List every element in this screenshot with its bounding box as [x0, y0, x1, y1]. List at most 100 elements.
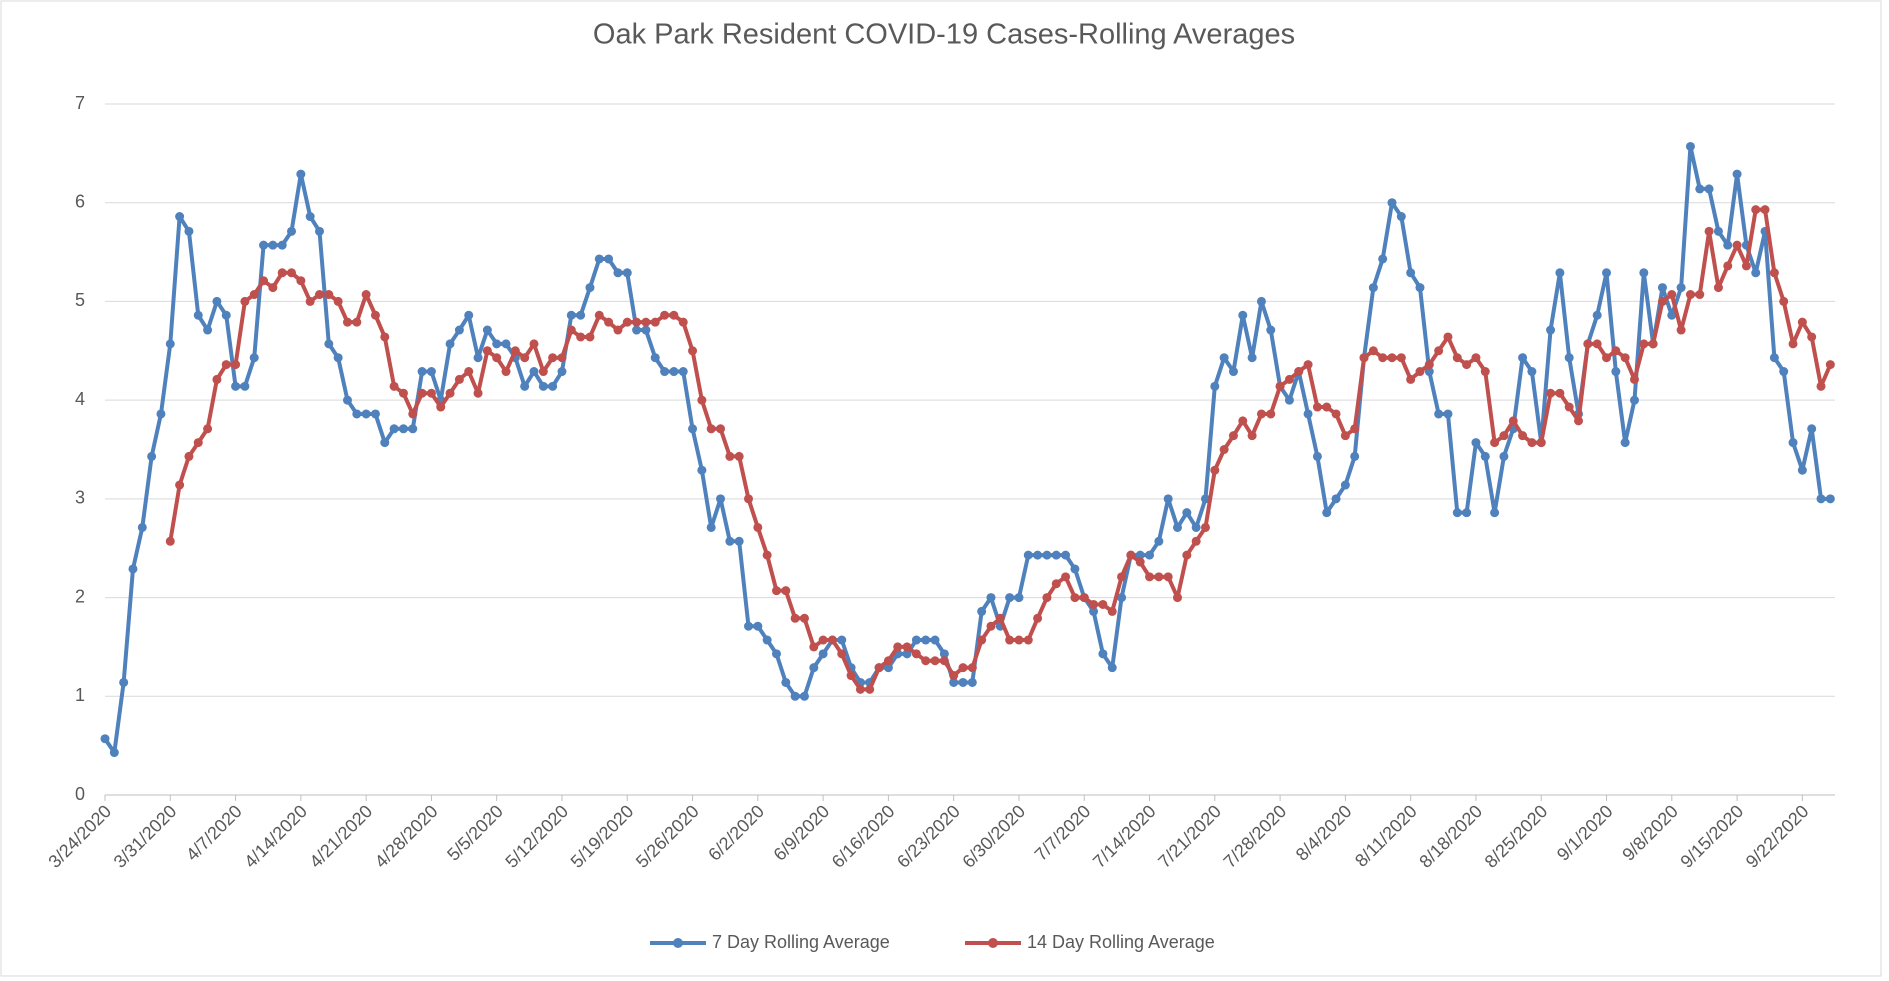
point	[706, 424, 716, 434]
point	[1145, 550, 1155, 560]
point	[799, 613, 809, 623]
point	[883, 656, 893, 666]
point	[1667, 310, 1677, 320]
point	[1238, 416, 1248, 426]
point	[231, 360, 241, 370]
point	[203, 424, 213, 434]
point	[1518, 431, 1528, 441]
point	[1117, 572, 1127, 582]
point	[370, 409, 380, 419]
point	[231, 381, 241, 391]
point	[1163, 572, 1173, 582]
point	[1089, 606, 1099, 616]
point	[1135, 550, 1145, 560]
point	[212, 374, 222, 384]
point	[995, 613, 1005, 623]
point	[482, 325, 492, 335]
legend-marker	[673, 938, 683, 948]
point	[837, 649, 847, 659]
point	[949, 677, 959, 687]
point	[1303, 409, 1313, 419]
point	[874, 663, 884, 673]
point	[1480, 451, 1490, 461]
point	[361, 290, 371, 300]
point	[277, 268, 287, 278]
point	[370, 310, 380, 320]
point	[771, 586, 781, 596]
point	[613, 268, 623, 278]
point	[1051, 579, 1061, 589]
point	[790, 691, 800, 701]
point	[1723, 240, 1733, 250]
point	[445, 388, 455, 398]
point	[538, 381, 548, 391]
point	[660, 367, 670, 377]
point	[1471, 438, 1481, 448]
point	[1685, 290, 1695, 300]
y-tick-label: 4	[75, 389, 85, 409]
point	[1657, 283, 1667, 293]
point	[1303, 360, 1313, 370]
point	[622, 268, 632, 278]
point	[1126, 550, 1136, 560]
point	[911, 635, 921, 645]
point	[296, 169, 306, 179]
point	[1266, 325, 1276, 335]
point	[1247, 431, 1257, 441]
point	[342, 317, 352, 327]
point	[1611, 346, 1621, 356]
point	[1676, 325, 1686, 335]
point	[566, 310, 576, 320]
point	[1089, 599, 1099, 609]
point	[520, 353, 530, 363]
legend-marker	[988, 938, 998, 948]
point	[1490, 438, 1500, 448]
y-tick-label: 6	[75, 191, 85, 211]
point	[902, 642, 912, 652]
point	[1807, 424, 1817, 434]
point	[1741, 261, 1751, 271]
point	[939, 649, 949, 659]
point	[846, 671, 856, 681]
point	[389, 424, 399, 434]
point	[576, 310, 586, 320]
point	[548, 353, 558, 363]
point	[949, 671, 959, 681]
point	[1042, 593, 1052, 603]
point	[1079, 593, 1089, 603]
point	[1191, 536, 1201, 546]
point	[930, 656, 940, 666]
point	[967, 663, 977, 673]
point	[1779, 296, 1789, 306]
point	[1284, 395, 1294, 405]
point	[604, 317, 614, 327]
point	[1424, 360, 1434, 370]
point	[790, 613, 800, 623]
point	[193, 438, 203, 448]
point	[501, 339, 511, 349]
point	[594, 254, 604, 264]
point	[1238, 310, 1248, 320]
point	[697, 395, 707, 405]
point	[669, 310, 679, 320]
point	[1154, 536, 1164, 546]
point	[1648, 339, 1658, 349]
point	[1788, 339, 1798, 349]
point	[967, 677, 977, 687]
point	[986, 593, 996, 603]
point	[1592, 339, 1602, 349]
point	[744, 621, 754, 631]
point	[930, 635, 940, 645]
point	[473, 388, 483, 398]
point	[137, 522, 147, 532]
point	[1266, 409, 1276, 419]
point	[1769, 268, 1779, 278]
point	[1098, 599, 1108, 609]
point	[212, 296, 222, 306]
point	[287, 268, 297, 278]
point	[1256, 296, 1266, 306]
point	[1546, 325, 1556, 335]
point	[389, 381, 399, 391]
point	[1620, 438, 1630, 448]
point	[1396, 212, 1406, 222]
